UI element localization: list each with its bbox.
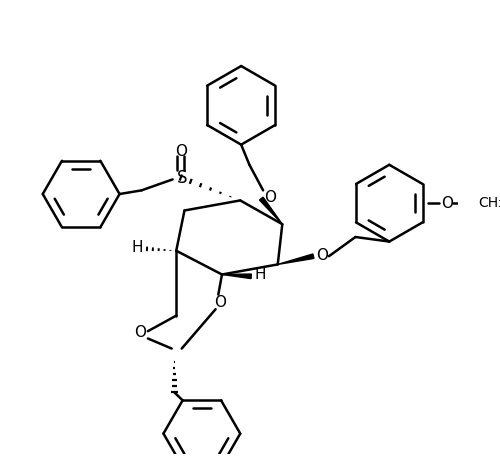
Text: H: H xyxy=(131,239,142,255)
Text: O: O xyxy=(264,190,276,205)
Text: CH₃: CH₃ xyxy=(478,196,500,210)
Text: H: H xyxy=(254,267,266,282)
Polygon shape xyxy=(222,274,252,279)
Text: O: O xyxy=(134,325,145,339)
Polygon shape xyxy=(278,254,314,264)
Text: O: O xyxy=(175,145,187,159)
Text: O: O xyxy=(441,196,453,210)
Text: S: S xyxy=(176,169,187,187)
Polygon shape xyxy=(260,197,282,224)
Text: O: O xyxy=(316,248,328,263)
Text: O: O xyxy=(214,295,226,310)
